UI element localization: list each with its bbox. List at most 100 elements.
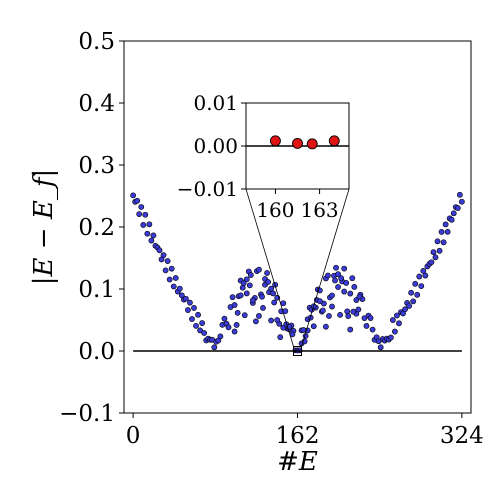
scatter-point <box>231 328 238 335</box>
scatter-point <box>434 238 441 245</box>
scatter-point <box>170 283 177 290</box>
scatter-point <box>448 216 455 223</box>
scatter-point <box>199 320 206 326</box>
y-tick-label: 0.3 <box>78 153 115 179</box>
scatter-point <box>310 323 317 330</box>
zoom-highlight-box <box>293 346 302 356</box>
scatter-point <box>243 290 250 297</box>
scatter-point <box>156 247 163 254</box>
scatter-point <box>436 247 443 254</box>
scatter-point <box>274 317 281 323</box>
scatter-point <box>454 205 461 211</box>
scatter-point <box>325 272 331 279</box>
y-tick-label: 0.1 <box>78 277 115 303</box>
scatter-point <box>268 285 275 292</box>
scatter-point <box>168 265 175 272</box>
scatter-point <box>260 304 266 311</box>
scatter-point <box>280 300 287 307</box>
scatter-point <box>332 277 338 284</box>
scatter-point <box>265 279 271 285</box>
scatter-point <box>229 294 236 301</box>
inset-point <box>328 135 340 147</box>
scatter-point <box>414 291 421 298</box>
scatter-point <box>234 309 241 316</box>
scatter-point <box>377 344 384 351</box>
inset-x-tick-label: 163 <box>300 198 338 222</box>
scatter-point <box>350 308 357 315</box>
scatter-point <box>422 272 429 279</box>
scatter-point <box>444 228 451 235</box>
scatter-point <box>338 275 345 282</box>
x-axis-label: #E <box>277 447 318 477</box>
scatter-point <box>240 280 247 287</box>
scatter-point <box>191 305 197 311</box>
scatter-point <box>172 275 179 281</box>
scatter-point <box>130 192 137 199</box>
scatter-point <box>176 285 183 292</box>
scatter-point <box>329 292 335 299</box>
scatter-point <box>144 230 151 237</box>
scatter-point <box>146 221 153 228</box>
scatter-point <box>271 299 278 306</box>
scatter-point <box>329 303 335 310</box>
main-plot-frame <box>123 40 472 414</box>
scatter-point <box>347 326 354 333</box>
scatter-point <box>432 254 439 261</box>
x-tick-label: 324 <box>440 423 484 449</box>
scatter-point <box>402 306 408 313</box>
inset-y-tick-label: 0.01 <box>193 91 238 115</box>
scatter-point <box>268 317 275 324</box>
scatter-point <box>201 330 208 336</box>
scatter-point <box>355 306 362 313</box>
scatter-point <box>367 315 374 321</box>
scatter-point <box>256 266 262 273</box>
scatter-point <box>333 264 339 271</box>
scatter-point <box>241 312 248 319</box>
scatter-point <box>160 252 167 259</box>
connector-left <box>245 188 294 347</box>
scatter-point <box>225 324 232 331</box>
y-tick-label: 0.2 <box>78 215 115 241</box>
scatter-point <box>270 290 277 297</box>
scatter-point <box>217 333 224 340</box>
scatter-point <box>396 320 402 327</box>
inset-y-tick-label: −0.01 <box>177 177 238 201</box>
scatter-point <box>319 307 326 314</box>
scatter-point <box>326 313 332 319</box>
scatter-point <box>363 323 370 329</box>
scatter-point <box>341 288 348 295</box>
scatter-point <box>138 204 145 210</box>
scatter-point <box>335 284 341 290</box>
scatter-point <box>406 303 413 309</box>
scatter-point <box>456 191 463 198</box>
scatter-point <box>134 197 141 204</box>
scatter-point <box>259 293 265 300</box>
scatter-point <box>277 334 284 341</box>
scatter-point <box>150 232 157 239</box>
scatter-point <box>249 297 256 304</box>
scatter-point <box>189 316 195 322</box>
scatter-point <box>438 229 445 235</box>
y-tick-label: 0.5 <box>78 29 115 55</box>
scatter-point <box>416 273 423 280</box>
scatter-point <box>343 280 350 286</box>
y-tick-label: −0.1 <box>59 401 115 427</box>
scatter-point <box>356 293 363 300</box>
scatter-point <box>193 322 199 329</box>
scatter-point <box>412 280 419 287</box>
scatter-point <box>450 210 457 217</box>
scatter-point <box>369 326 376 333</box>
scatter-point <box>148 237 155 244</box>
inset-scatter-points <box>269 135 340 150</box>
scatter-point <box>410 298 417 305</box>
scatter-point <box>166 276 173 283</box>
scatter-point <box>187 299 193 306</box>
scatter-point <box>233 322 240 328</box>
inset-point <box>306 138 318 150</box>
scatter-point <box>316 298 323 304</box>
x-tick-label: 0 <box>126 423 141 449</box>
y-axis-label: |E − E_f| <box>29 169 59 285</box>
scatter-point <box>195 311 201 318</box>
scatter-point <box>252 318 259 325</box>
